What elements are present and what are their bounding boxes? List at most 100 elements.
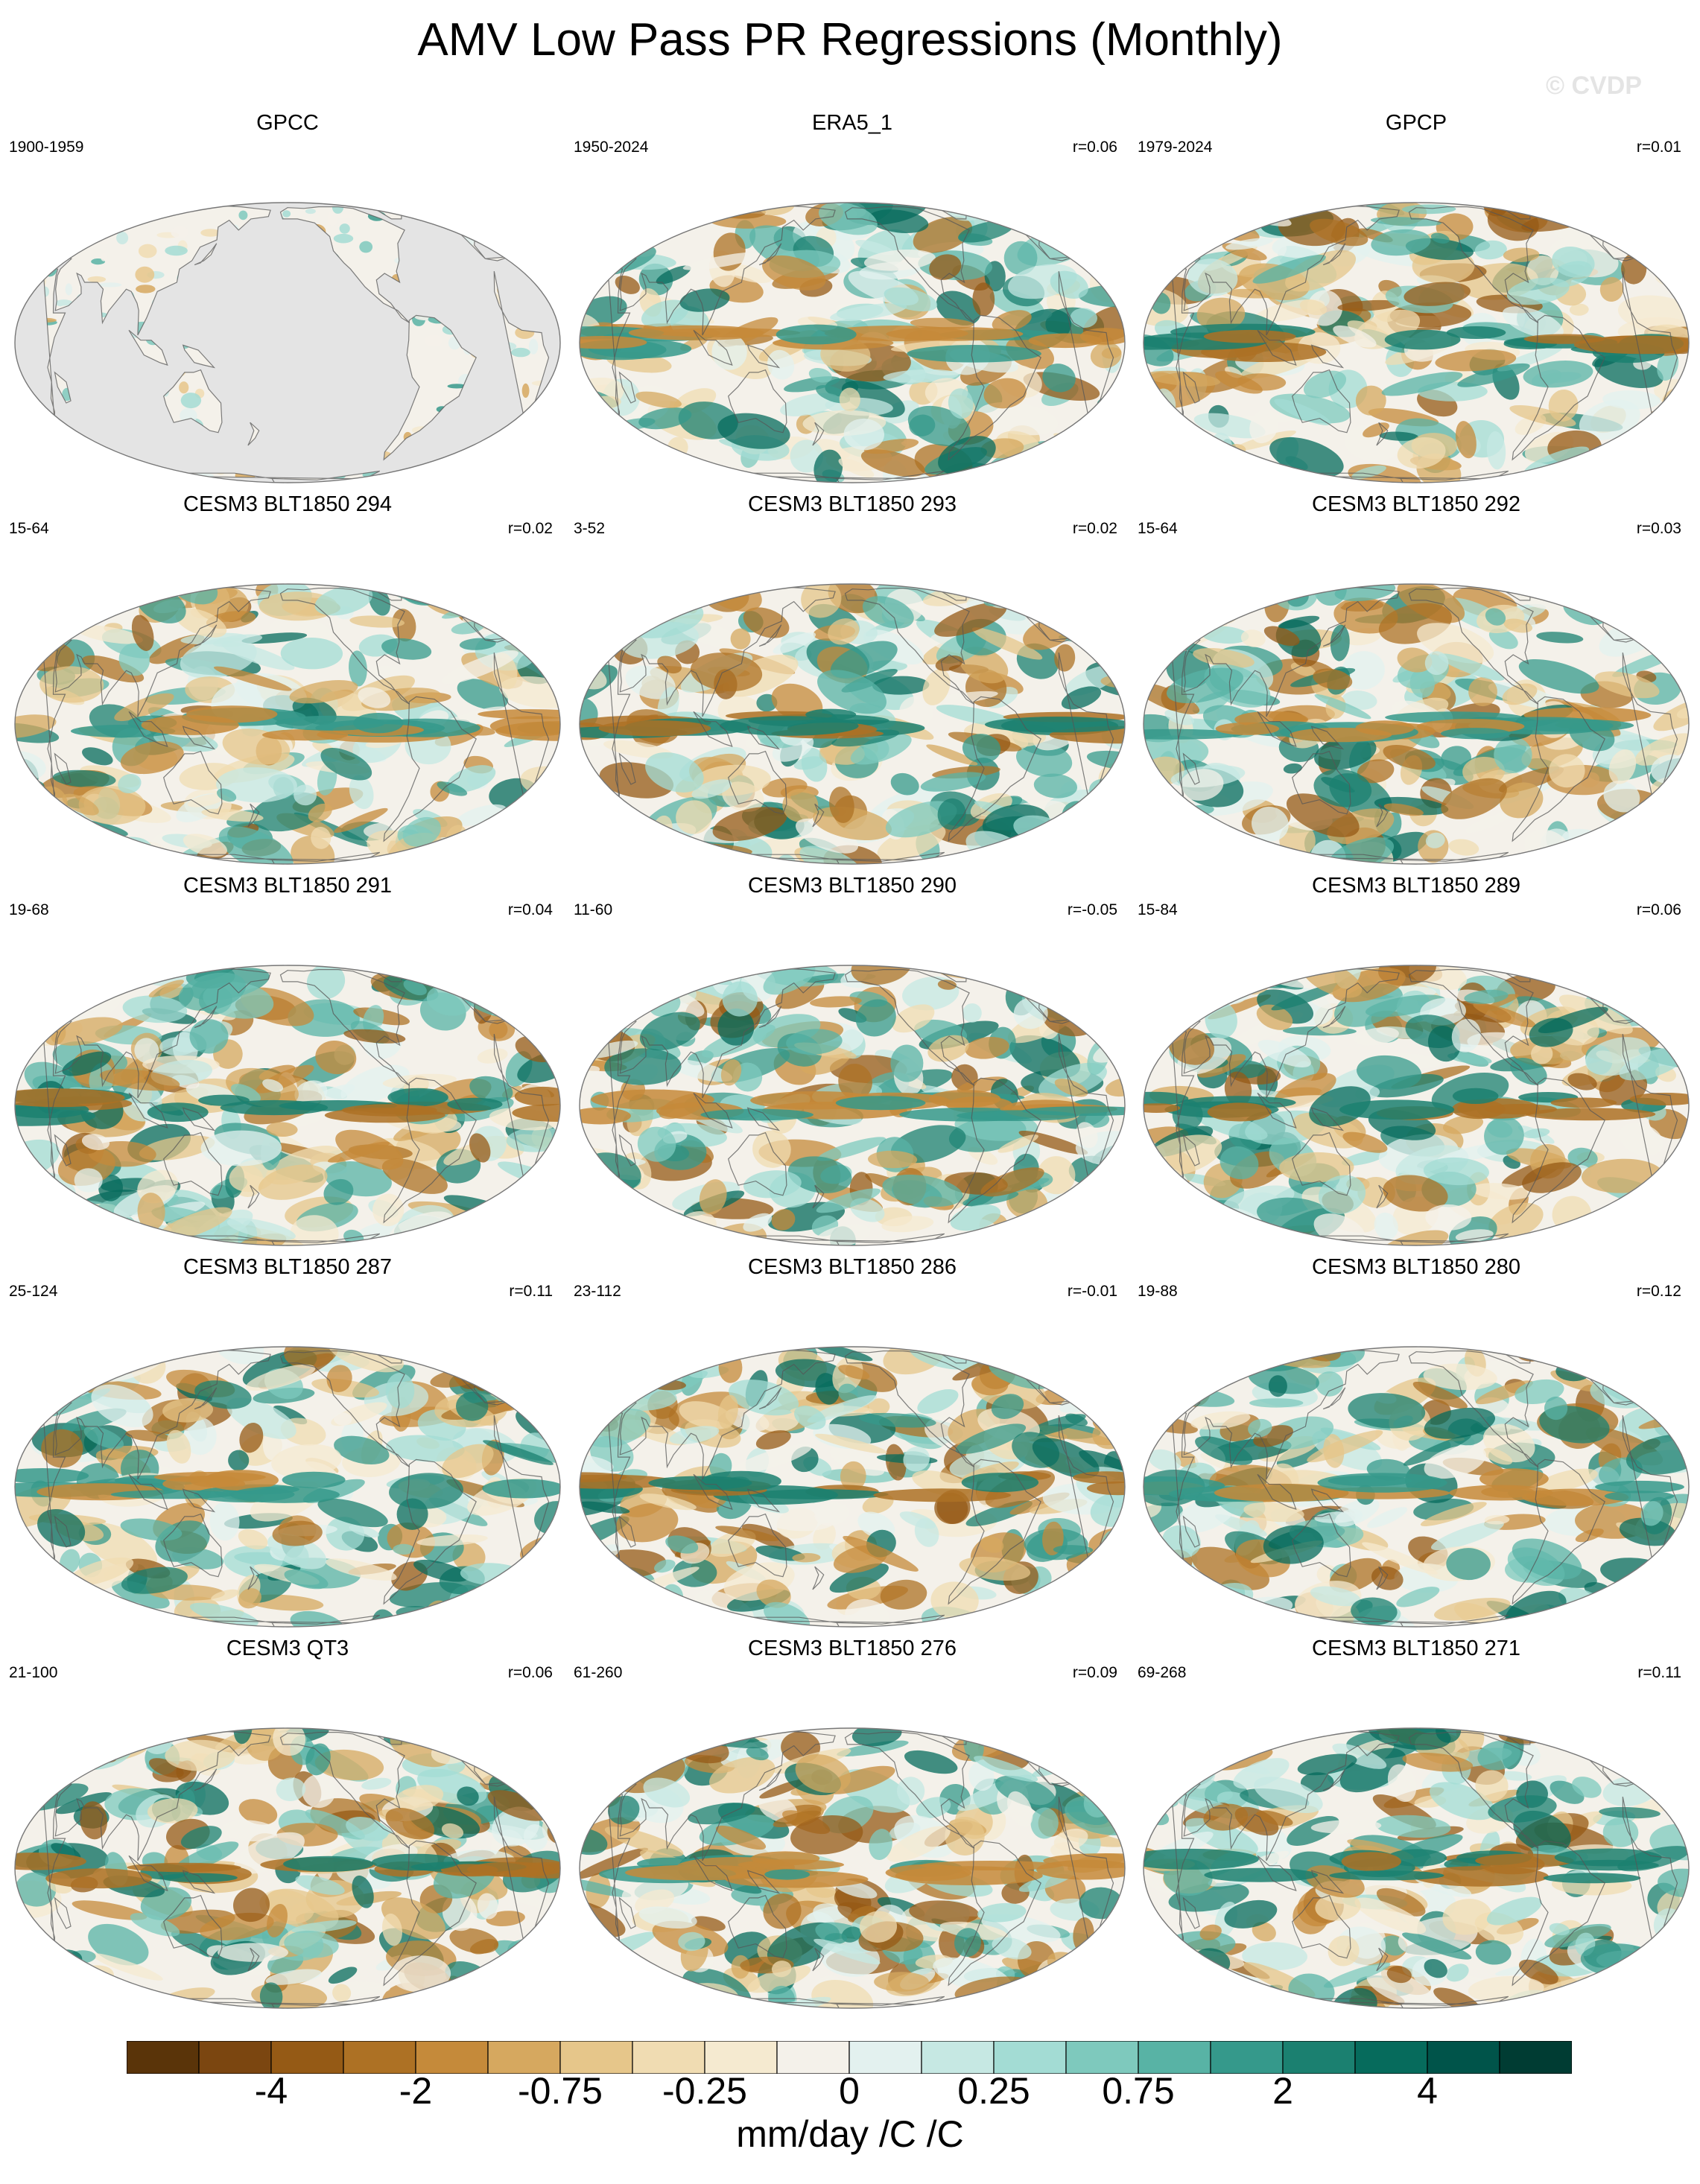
map-projection: [14, 202, 561, 483]
coastline: [42, 1029, 66, 1186]
map-panel: CESM3 BLT1850 286 23-112 r=-0.01: [574, 1254, 1131, 1636]
coastline: [1376, 422, 1389, 446]
colorbar-units: mm/day /C /C: [736, 2113, 964, 2155]
colorbar-swatch: [1065, 2041, 1139, 2074]
coastline: [54, 584, 271, 717]
coastline: [758, 1768, 782, 1791]
coastline: [1058, 1033, 1114, 1189]
coastline: [1408, 969, 1539, 1086]
coastline: [812, 422, 825, 446]
map-panel: CESM3 BLT1850 291 19-68 r=0.04: [9, 873, 566, 1254]
coastline: [1310, 1488, 1345, 1513]
coastline: [607, 1791, 631, 1949]
coastline: [728, 369, 787, 434]
coastline: [383, 1458, 477, 1605]
panel-title: CESM3 BLT1850 276: [748, 1637, 957, 1660]
coastline: [948, 1840, 1041, 1987]
panel-title: CESM3 BLT1850 294: [183, 492, 392, 516]
coastline: [1322, 243, 1346, 266]
coastline: [844, 969, 975, 1086]
panel-title: CESM3 BLT1850 280: [1312, 1255, 1520, 1279]
map-panel: CESM3 BLT1850 287 25-124 r=0.11: [9, 1254, 566, 1636]
panel-correlation: r=0.06: [507, 1664, 553, 1681]
coastline: [1171, 1791, 1195, 1949]
map-projection: [579, 965, 1126, 1246]
map-panel: CESM3 QT3 21-100 r=0.06: [9, 1636, 566, 2017]
coastline: [1182, 371, 1200, 404]
coastline: [194, 1006, 218, 1029]
coastline: [844, 206, 975, 323]
map-projection: [579, 1727, 1126, 2009]
colorbar-swatch: [1499, 2041, 1572, 2074]
coastline: [1614, 1400, 1639, 1406]
coastline: [194, 243, 218, 266]
panel-title: CESM3 BLT1850 293: [748, 492, 957, 516]
coastline: [844, 588, 975, 705]
coastline: [1292, 1894, 1351, 1959]
coastline: [54, 1347, 271, 1480]
coastline: [812, 1947, 825, 1972]
map-border: [579, 1727, 1126, 2009]
coastline: [693, 711, 733, 747]
coastline: [1322, 1768, 1346, 1791]
coastline: [163, 369, 223, 434]
coastline: [1050, 638, 1075, 643]
coastline: [1614, 1019, 1639, 1024]
coastline: [1322, 624, 1346, 647]
coastline: [1310, 1107, 1345, 1131]
map-projection: [1143, 965, 1690, 1246]
coastline: [619, 1728, 836, 1861]
map-projection: [579, 583, 1126, 865]
coastline: [1376, 1566, 1389, 1590]
figure-title: AMV Low Pass PR Regressions (Monthly): [417, 14, 1283, 66]
coastline: [42, 1791, 66, 1949]
coastline: [1408, 206, 1539, 323]
coastline: [812, 1184, 825, 1209]
coastline: [728, 750, 787, 815]
coastline: [746, 344, 781, 369]
coastline: [1257, 1092, 1297, 1128]
coastline: [128, 711, 168, 747]
colorbar-tick-label: -4: [254, 2070, 288, 2112]
coastline: [1257, 1473, 1297, 1510]
map-projection: [1143, 1727, 1690, 2009]
coastline: [493, 1415, 550, 1570]
panel-period: 1950-2024: [574, 139, 649, 156]
coastline: [1292, 750, 1351, 815]
coastline: [493, 1796, 550, 1952]
coastline: [163, 1894, 223, 1959]
coastline: [54, 203, 271, 336]
map-projection: [1143, 1346, 1690, 1628]
panel-correlation: r=0.11: [1637, 1664, 1681, 1681]
coastline: [182, 1107, 216, 1131]
coastline: [485, 1400, 510, 1406]
coastline: [844, 1732, 975, 1849]
coastline: [383, 314, 477, 461]
coastline: [279, 206, 410, 323]
coastline: [1058, 652, 1114, 807]
coastline: [728, 1513, 787, 1578]
cvdp-watermark: © CVDP: [1546, 72, 1642, 100]
coastline: [619, 584, 836, 717]
coastline: [1310, 344, 1345, 369]
panel-correlation: r=0.04: [507, 901, 553, 918]
coastline: [247, 1947, 260, 1972]
panel-period: 61-260: [574, 1664, 623, 1681]
coastline: [1182, 1134, 1200, 1166]
coastline: [1408, 588, 1539, 705]
coastline: [607, 1029, 631, 1186]
coastline: [182, 1488, 216, 1513]
panel-correlation: r=-0.01: [1067, 1283, 1117, 1300]
coastline: [42, 266, 66, 423]
coastline: [1050, 1019, 1075, 1024]
coastline: [54, 1728, 271, 1861]
coastline: [1257, 329, 1297, 366]
colorbar-swatch: [198, 2041, 272, 2074]
map-panel: CESM3 BLT1850 289 15-84 r=0.06: [1138, 873, 1695, 1254]
panel-period: 23-112: [574, 1283, 621, 1300]
coastline: [1182, 1515, 1200, 1548]
coastline: [1622, 270, 1678, 426]
map-border: [579, 1346, 1126, 1628]
panel-period: 19-68: [9, 901, 49, 918]
coastline: [42, 647, 66, 804]
